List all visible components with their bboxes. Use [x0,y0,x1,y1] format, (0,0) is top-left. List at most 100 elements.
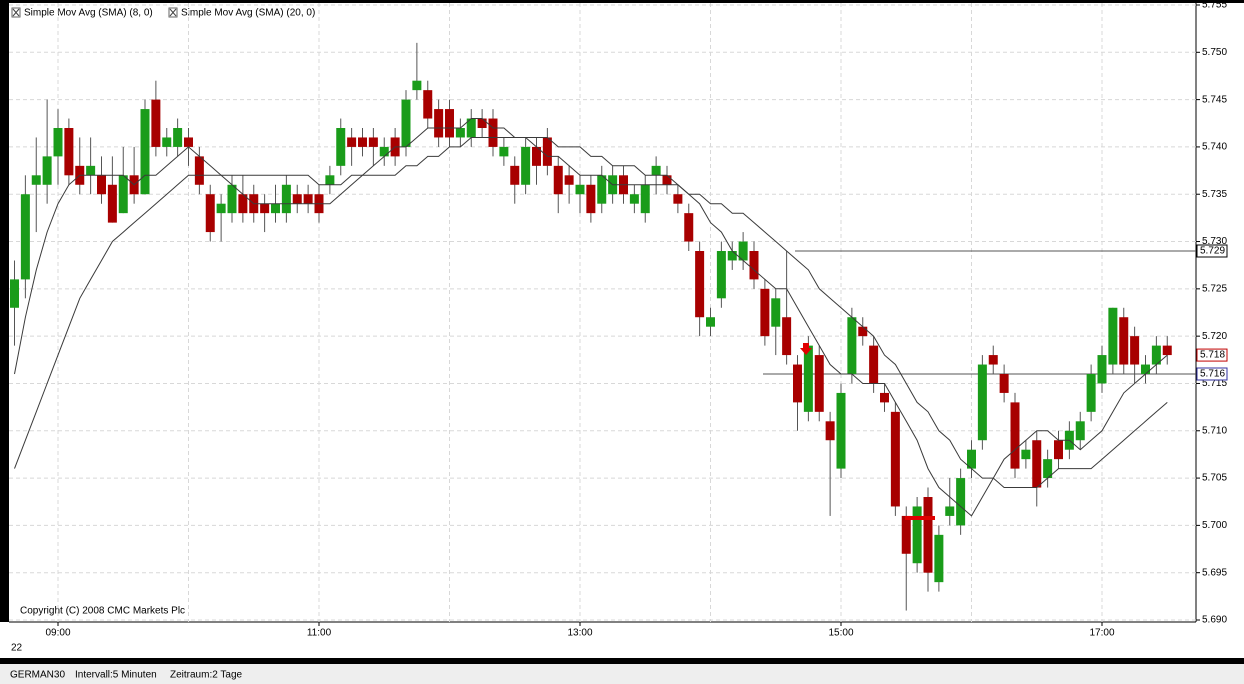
candle-body [640,184,650,214]
candle-body [521,146,531,185]
date-label: 22 [11,643,23,654]
checkbox-x [12,8,20,17]
candle-body [118,175,128,214]
candle-body [31,175,41,185]
candle-body [162,137,172,147]
candle-body [42,156,52,185]
candle-body [564,175,574,185]
candle-body [434,109,444,138]
candle-body [227,184,237,214]
candle-body [368,137,378,147]
candle-body [673,194,683,204]
candle-body [629,194,639,204]
candle-body [999,374,1009,393]
candle-body [847,317,857,374]
period: Zeitraum:2 Tage [170,670,243,681]
y-tick-label: 5.730 [1202,236,1227,247]
candle-body [956,478,966,526]
candle-body [760,288,770,337]
candle-body [401,99,411,147]
candle-body [1021,449,1031,460]
candle-body [1151,345,1161,365]
candle-body [86,165,96,176]
candle-body [782,317,792,356]
sma-line [14,137,1168,488]
y-tick-label: 5.750 [1202,47,1227,58]
candle-body [825,421,835,441]
candle-body [945,506,955,516]
candle-body [445,109,454,138]
price-box [1196,367,1228,381]
candle-body [1108,307,1118,365]
candle-body [488,118,498,147]
x-tick-label: 13:00 [567,628,592,639]
candle-body [238,194,248,214]
checkbox-x [169,8,177,17]
candle-body [107,184,117,223]
candle-body [553,165,563,195]
interval: Intervall:5 Minuten [75,670,157,681]
candle-body [727,251,737,261]
candle-body [97,175,106,195]
candle-body [684,213,694,242]
y-tick-label: 5.705 [1202,473,1227,484]
candle-body [771,298,781,327]
sma-line [14,118,1168,517]
candle-body [499,146,509,157]
candle-body [934,534,944,583]
instrument: GERMAN30 [10,670,65,681]
candle-body [1130,336,1140,365]
y-tick-label: 5.720 [1202,331,1227,342]
candle-body [358,137,367,147]
candle-body [10,279,19,308]
candle-body [988,355,998,365]
legend-label: Simple Mov Avg (SMA) (20, 0) [181,8,315,19]
plot: 5.690 5.695 5.700 5.705 5.710 5.715 5.720 5.725… [9,0,1228,639]
price-box-label: 5.718 [1200,350,1225,361]
candle-body [292,194,302,204]
panel [0,3,1244,658]
candle-body [575,184,585,195]
copyright: Copyright (C) 2008 CMC Markets Plc [20,606,185,617]
candle-body [542,137,552,166]
candle-body [1162,345,1172,356]
candle-body [194,156,204,185]
candle-body [510,165,520,185]
candle-body [53,128,63,157]
candle-body [901,515,911,554]
candle-body [151,99,161,147]
y-tick-label: 5.715 [1202,378,1227,389]
candle-body [532,146,541,166]
candle-body [977,364,987,441]
price-box [1196,244,1228,258]
candle-body [880,392,889,403]
candle-body [923,497,933,573]
candle-body [260,203,270,214]
candle-body [423,90,433,119]
candle-body [716,251,726,299]
candle-body [1010,402,1020,469]
candle-body [803,345,813,412]
candle-body [455,128,465,138]
candle-body [793,364,802,403]
legend: Simple Mov Avg (SMA) (8, 0) Simple Mov A… [11,7,315,19]
candle-body [912,506,922,564]
y-tick-label: 5.755 [1202,0,1227,11]
candle-body [184,137,193,147]
candle-body [466,118,476,138]
y-tick-label: 5.695 [1202,567,1227,578]
x-tick-label: 09:00 [45,628,70,639]
legend-label: Simple Mov Avg (SMA) (8, 0) [24,8,153,19]
footer-bar [0,664,1244,684]
candle-body [738,241,748,261]
x-tick-label: 11:00 [307,628,332,639]
candle-body [1054,440,1063,460]
y-tick-label: 5.725 [1202,283,1227,294]
candle-body [706,317,715,327]
candle-body [20,194,30,280]
candle-body [651,165,661,176]
candle-body [1086,374,1096,412]
candle-body [303,194,313,204]
